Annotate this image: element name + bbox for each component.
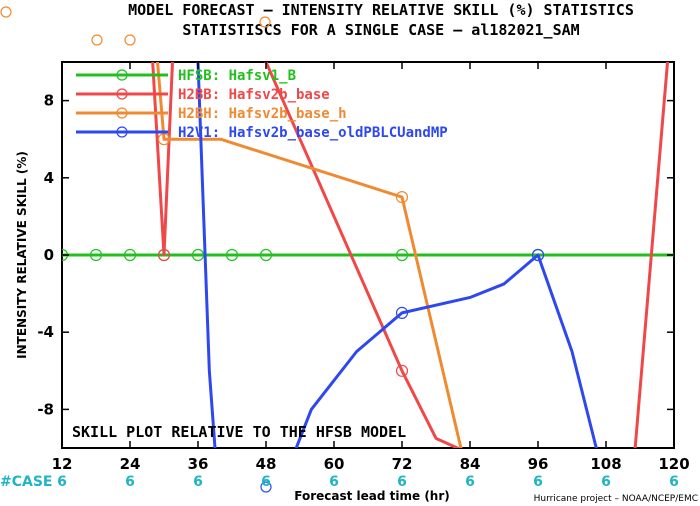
y-tick-label: 4 (44, 169, 54, 187)
x-tick-label: 36 (188, 455, 209, 473)
data-point-hfsb (225, 248, 239, 262)
legend-marker-h2bh (116, 107, 128, 119)
legend-marker-h2bb (116, 88, 128, 100)
x-tick-label: 12 (52, 455, 73, 473)
data-point-hfsb (191, 248, 205, 262)
y-axis-label: INTENSITY RELATIVE SKILL (%) (15, 151, 29, 359)
case-count: 6 (125, 474, 135, 490)
data-point-hfsb (89, 248, 103, 262)
case-count: 6 (397, 474, 407, 490)
case-count: 6 (261, 474, 271, 490)
series-line-h2v1 (196, 62, 598, 448)
offscale-marker (259, 16, 271, 28)
x-tick-label: 96 (528, 455, 549, 473)
chart-subtitle: STATISTISCS FOR A SINGLE CASE – al182021… (182, 21, 579, 39)
case-count: 6 (669, 474, 679, 490)
x-axis-label: Forecast lead time (hr) (294, 489, 450, 503)
series-line-h2bb (151, 62, 670, 448)
x-tick-label: 120 (658, 455, 689, 473)
data-point-h2v1 (531, 248, 545, 262)
data-point-h2bh (395, 191, 409, 204)
offscale-marker (0, 6, 12, 18)
case-count: 6 (57, 474, 67, 490)
legend-marker-h2v1 (116, 126, 128, 138)
chart-title: MODEL FORECAST – INTENSITY RELATIVE SKIL… (128, 1, 634, 19)
credit-text: Hurricane project – NOAA/NCEP/EMC (534, 494, 698, 504)
case-count: 6 (533, 474, 543, 490)
case-count: 6 (601, 474, 611, 490)
x-tick-label: 72 (392, 455, 413, 473)
offscale-marker (260, 481, 272, 493)
case-count: 6 (465, 474, 475, 490)
x-tick-label: 84 (460, 455, 481, 473)
legend-label-h2v1: H2V1: Hafsv2b_base_oldPBLCUandMP (178, 125, 448, 141)
offscale-marker (91, 34, 103, 46)
case-label: #CASE (0, 474, 53, 490)
data-point-h2bh (157, 133, 171, 146)
data-point-h2bb (157, 248, 171, 262)
data-point-h2v1 (395, 306, 409, 319)
x-tick-label: 24 (120, 455, 141, 473)
y-tick-label: -8 (37, 400, 54, 418)
case-count: 6 (329, 474, 339, 490)
y-tick-label: 0 (44, 246, 54, 264)
legend-label-h2bb: H2BB: Hafsv2b_base (178, 87, 330, 103)
data-point-h2bb (395, 364, 409, 377)
legend-label-hfsb: HFSB: Hafsv1_B (178, 68, 296, 84)
offscale-marker (124, 34, 136, 46)
x-tick-label: 48 (256, 455, 277, 473)
data-point-hfsb (395, 248, 409, 262)
series-line-h2bh (156, 62, 463, 448)
legend-label-h2bh: H2BH: Hafsv2b_base_h (178, 106, 347, 122)
legend-marker-hfsb (116, 69, 128, 81)
data-point-hfsb (123, 248, 137, 262)
y-tick-label: -4 (37, 323, 54, 341)
data-point-hfsb (259, 248, 273, 262)
case-count: 6 (193, 474, 203, 490)
skill-plot-annotation: SKILL PLOT RELATIVE TO THE HFSB MODEL (72, 423, 406, 441)
y-tick-label: 8 (44, 92, 54, 110)
x-tick-label: 60 (324, 455, 345, 473)
x-tick-label: 108 (590, 455, 621, 473)
